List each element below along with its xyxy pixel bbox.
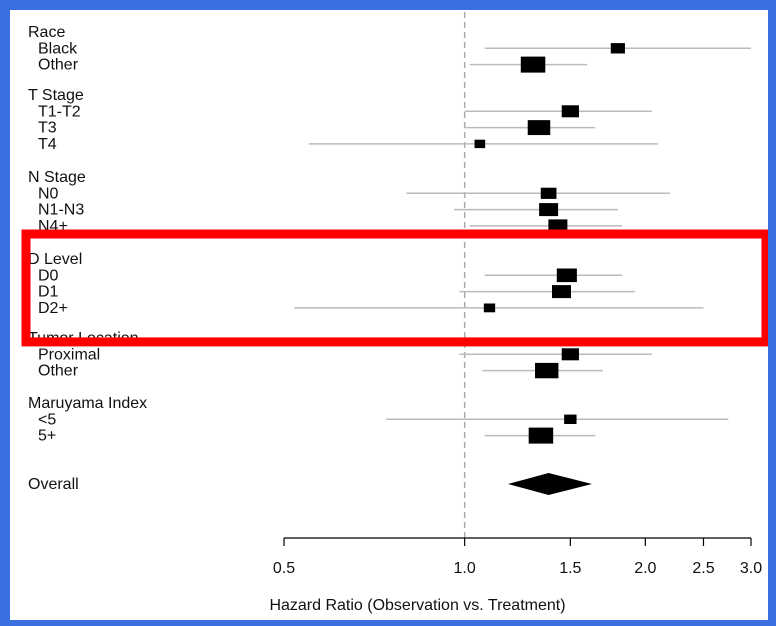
x-axis: 0.5 1.0 1.5 2.0 2.5 3.0 [273, 537, 762, 577]
row: Other [38, 56, 588, 74]
row-label: D0 [38, 267, 59, 284]
row: D2+ [38, 300, 704, 317]
row-label: N1-N3 [38, 202, 84, 219]
row-label: <5 [38, 411, 56, 428]
group-label: T Stage [28, 87, 84, 104]
hr-marker [556, 268, 577, 283]
row-label: N0 [38, 185, 59, 202]
hr-marker [535, 362, 559, 379]
row: <5 [38, 411, 729, 428]
row-label: Black [38, 40, 78, 57]
highlight-box [21, 229, 768, 347]
x-axis-label: Hazard Ratio (Observation vs. Treatment) [269, 597, 565, 614]
group-label: N Stage [28, 169, 86, 186]
row-label: Other [38, 363, 79, 380]
row: D1 [38, 284, 635, 301]
hr-marker [548, 219, 568, 233]
hr-marker [539, 203, 559, 217]
row: 5+ [38, 427, 596, 445]
hr-marker [528, 427, 554, 444]
row-label: D2+ [38, 300, 68, 317]
row-label: 5+ [38, 428, 56, 445]
hr-marker [520, 56, 546, 73]
tick-label: 1.0 [454, 560, 476, 577]
row: T3 [38, 120, 596, 137]
hr-marker [474, 139, 486, 149]
row-label: Proximal [38, 346, 100, 363]
row-label: T3 [38, 120, 57, 137]
row: T1-T2 [38, 103, 652, 120]
highlight-rect [21, 229, 768, 347]
hr-marker [540, 187, 557, 199]
overall-label: Overall [28, 476, 79, 493]
row: D0 [38, 267, 623, 284]
hr-marker [564, 414, 577, 424]
chart-frame: Race Black Other T Stage T1-T2 T3 T4 N Stage N0 N… [10, 10, 768, 620]
tick-label: 3.0 [740, 560, 762, 577]
hr-marker [483, 303, 496, 313]
group-label: Race [28, 24, 65, 41]
row-label: D1 [38, 284, 59, 301]
hr-marker [610, 43, 625, 54]
hr-marker [527, 120, 551, 136]
group-label: D Level [28, 251, 82, 268]
hr-marker [561, 105, 579, 118]
row: Proximal [38, 346, 652, 363]
group: Maruyama Index<55+ [28, 395, 729, 445]
row-label: T1-T2 [38, 103, 81, 120]
tick-label: 0.5 [273, 560, 295, 577]
row-label: Other [38, 57, 79, 74]
row-label: T4 [38, 136, 57, 153]
tick-label: 2.5 [692, 560, 714, 577]
group-label: Maruyama Index [28, 395, 147, 412]
row: T4 [38, 136, 659, 153]
overall-row: Overall [28, 473, 593, 495]
hr-marker [552, 285, 572, 299]
row: Other [38, 363, 603, 380]
row: N1-N3 [38, 202, 618, 219]
tick-label: 1.5 [559, 560, 581, 577]
hr-marker [561, 348, 579, 361]
row: Black [38, 40, 751, 57]
tick-label: 2.0 [634, 560, 656, 577]
overall-diamond [507, 473, 593, 495]
row: N0 [38, 185, 671, 202]
